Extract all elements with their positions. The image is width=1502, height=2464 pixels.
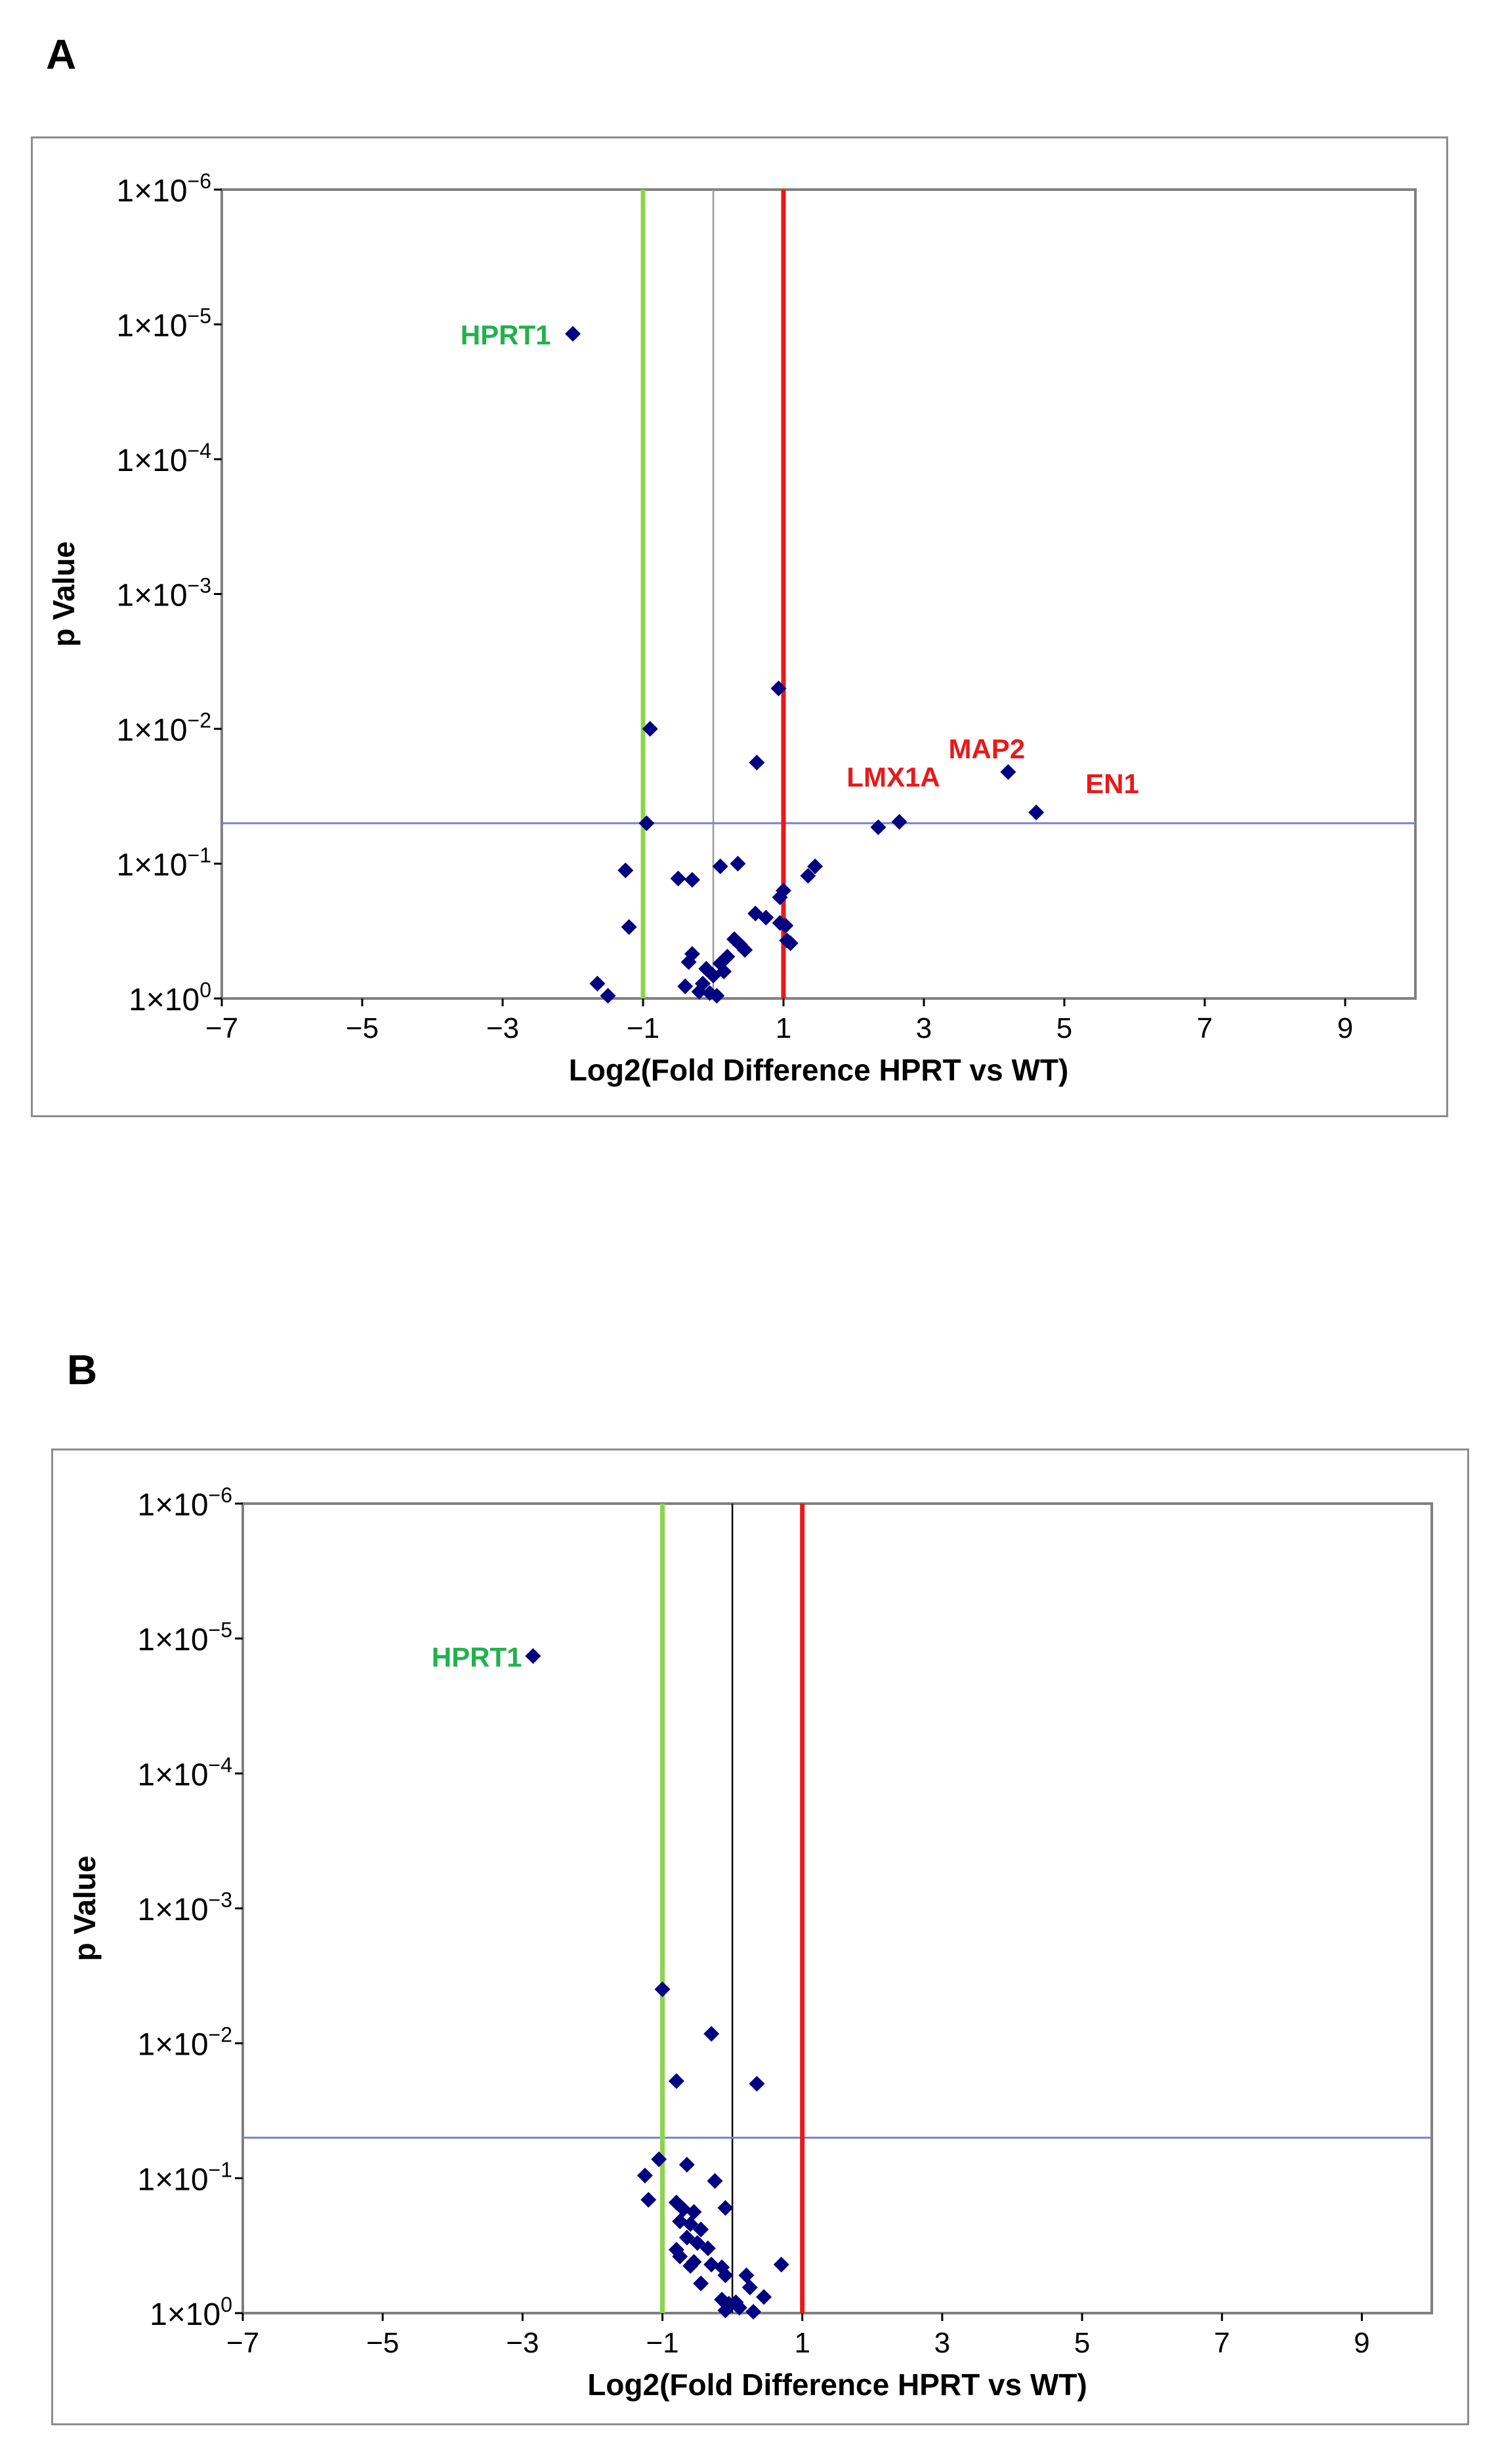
chart-a-frame [31, 136, 1448, 1117]
panel-a-letter: A [46, 31, 77, 78]
chart-b-frame [51, 1448, 1469, 2425]
panel-b-letter: B [67, 1346, 98, 1393]
